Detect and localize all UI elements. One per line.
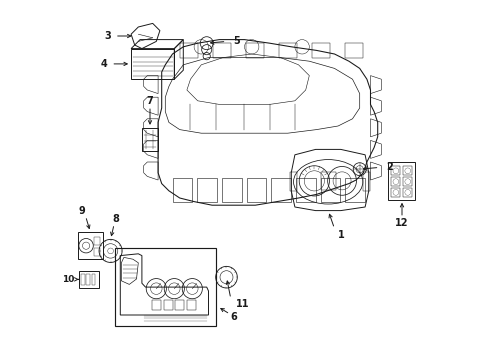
Text: 12: 12 xyxy=(394,218,408,228)
Bar xyxy=(403,188,411,197)
Bar xyxy=(212,43,230,58)
Bar xyxy=(320,178,340,202)
Bar xyxy=(78,232,102,259)
Bar xyxy=(86,274,90,285)
Bar xyxy=(245,43,264,58)
Bar xyxy=(279,43,296,58)
Bar xyxy=(295,178,315,202)
Text: 11: 11 xyxy=(235,299,248,309)
Bar xyxy=(387,162,415,200)
Bar xyxy=(403,177,411,186)
Bar xyxy=(246,178,266,202)
Bar xyxy=(390,188,400,197)
Text: 9: 9 xyxy=(78,206,85,216)
Bar xyxy=(163,300,172,310)
Text: 8: 8 xyxy=(112,213,119,224)
Text: 4: 4 xyxy=(101,59,107,69)
Bar xyxy=(363,172,370,191)
Text: 7: 7 xyxy=(146,96,153,106)
Bar xyxy=(115,248,215,326)
Bar xyxy=(197,178,217,202)
Text: 2: 2 xyxy=(386,162,393,172)
Text: 5: 5 xyxy=(233,36,240,46)
Bar xyxy=(151,300,160,310)
Bar xyxy=(179,43,197,58)
Bar xyxy=(311,43,329,58)
Bar xyxy=(289,172,296,191)
Bar xyxy=(187,300,196,310)
Bar xyxy=(403,166,411,175)
Bar xyxy=(172,178,192,202)
Bar xyxy=(94,248,100,256)
Bar xyxy=(271,178,290,202)
Bar xyxy=(222,178,241,202)
Bar xyxy=(320,171,335,190)
Bar xyxy=(142,128,158,151)
Bar xyxy=(94,237,100,245)
Bar xyxy=(390,177,400,186)
Bar xyxy=(131,49,174,79)
Bar xyxy=(81,274,84,285)
Bar xyxy=(345,43,363,58)
Text: 10: 10 xyxy=(62,275,75,284)
Text: 6: 6 xyxy=(230,311,237,321)
Text: 1: 1 xyxy=(337,230,344,240)
Bar xyxy=(79,271,99,288)
Text: 3: 3 xyxy=(104,31,111,41)
Bar xyxy=(92,274,95,285)
Bar xyxy=(345,178,365,202)
Bar xyxy=(175,300,184,310)
Bar xyxy=(390,166,400,175)
